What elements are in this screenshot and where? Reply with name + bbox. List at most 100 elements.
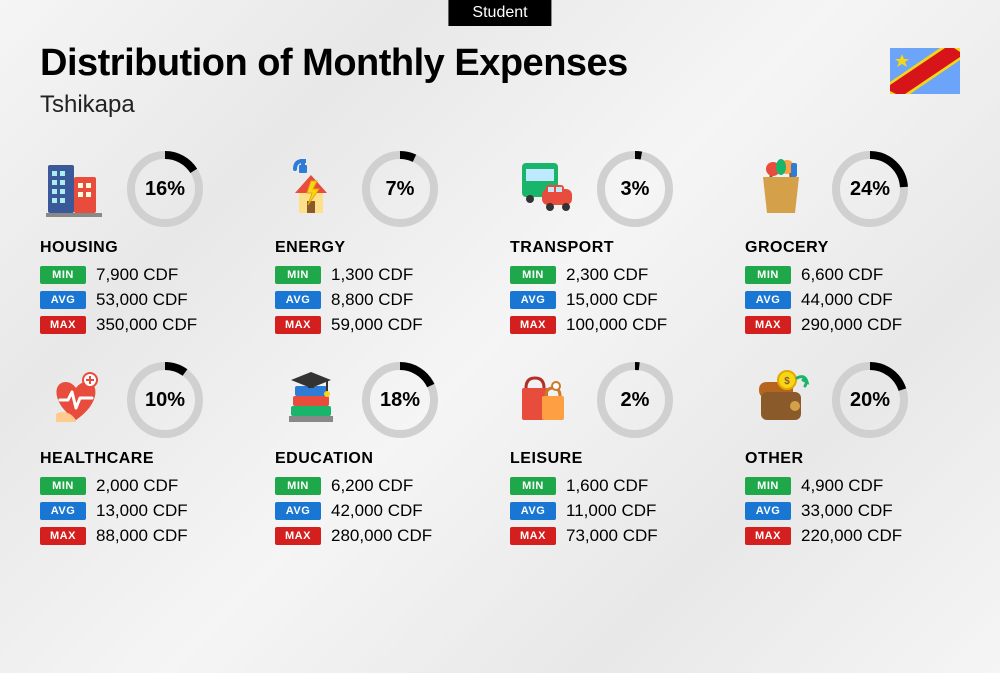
stat-avg: AVG 8,800 CDF — [275, 290, 490, 310]
category-card-transport: 3% TRANSPORT MIN 2,300 CDF AVG 15,000 CD… — [510, 149, 725, 340]
pct-donut: 18% — [361, 361, 439, 439]
category-card-grocery: 24% GROCERY MIN 6,600 CDF AVG 44,000 CDF… — [745, 149, 960, 340]
avg-value: 42,000 CDF — [331, 501, 423, 521]
stat-min: MIN 2,000 CDF — [40, 476, 255, 496]
pct-label: 20% — [831, 361, 909, 439]
healthcare-icon — [40, 364, 112, 436]
min-value: 2,000 CDF — [96, 476, 178, 496]
max-value: 290,000 CDF — [801, 315, 902, 335]
stat-avg: AVG 13,000 CDF — [40, 501, 255, 521]
category-name: EDUCATION — [275, 450, 490, 468]
min-badge: MIN — [745, 266, 791, 284]
energy-icon — [275, 153, 347, 225]
stat-avg: AVG 44,000 CDF — [745, 290, 960, 310]
min-badge: MIN — [275, 266, 321, 284]
pct-donut: 7% — [361, 150, 439, 228]
pct-donut: 2% — [596, 361, 674, 439]
header: Distribution of Monthly Expenses Tshikap… — [0, 0, 1000, 129]
transport-icon — [510, 153, 582, 225]
max-badge: MAX — [510, 527, 556, 545]
max-value: 220,000 CDF — [801, 526, 902, 546]
pct-label: 7% — [361, 150, 439, 228]
avg-value: 44,000 CDF — [801, 290, 893, 310]
min-value: 6,200 CDF — [331, 476, 413, 496]
stat-max: MAX 350,000 CDF — [40, 315, 255, 335]
min-badge: MIN — [40, 266, 86, 284]
max-value: 280,000 CDF — [331, 526, 432, 546]
stat-max: MAX 73,000 CDF — [510, 526, 725, 546]
pct-donut: 24% — [831, 150, 909, 228]
pct-donut: 16% — [126, 150, 204, 228]
stat-max: MAX 59,000 CDF — [275, 315, 490, 335]
pct-label: 18% — [361, 361, 439, 439]
stat-max: MAX 290,000 CDF — [745, 315, 960, 335]
max-badge: MAX — [275, 527, 321, 545]
stat-min: MIN 2,300 CDF — [510, 265, 725, 285]
category-name: HEALTHCARE — [40, 450, 255, 468]
category-card-other: $ 20% OTHER MIN 4,900 CDF AVG 33,000 CDF… — [745, 360, 960, 551]
max-badge: MAX — [275, 316, 321, 334]
stat-avg: AVG 53,000 CDF — [40, 290, 255, 310]
min-value: 7,900 CDF — [96, 265, 178, 285]
page-title: Distribution of Monthly Expenses — [40, 42, 960, 85]
stat-avg: AVG 11,000 CDF — [510, 501, 725, 521]
housing-icon — [40, 153, 112, 225]
category-name: ENERGY — [275, 239, 490, 257]
stat-min: MIN 7,900 CDF — [40, 265, 255, 285]
avg-badge: AVG — [745, 291, 791, 309]
min-value: 4,900 CDF — [801, 476, 883, 496]
max-badge: MAX — [745, 316, 791, 334]
other-icon: $ — [745, 364, 817, 436]
min-value: 1,600 CDF — [566, 476, 648, 496]
stat-avg: AVG 33,000 CDF — [745, 501, 960, 521]
pct-donut: 20% — [831, 361, 909, 439]
avg-badge: AVG — [510, 502, 556, 520]
max-badge: MAX — [40, 527, 86, 545]
avg-value: 11,000 CDF — [566, 501, 656, 521]
pct-label: 10% — [126, 361, 204, 439]
avg-badge: AVG — [40, 502, 86, 520]
max-badge: MAX — [745, 527, 791, 545]
pct-donut: 3% — [596, 150, 674, 228]
category-card-energy: 7% ENERGY MIN 1,300 CDF AVG 8,800 CDF MA… — [275, 149, 490, 340]
avg-value: 33,000 CDF — [801, 501, 893, 521]
stat-min: MIN 1,300 CDF — [275, 265, 490, 285]
avg-badge: AVG — [40, 291, 86, 309]
avg-badge: AVG — [275, 291, 321, 309]
max-badge: MAX — [510, 316, 556, 334]
pct-label: 16% — [126, 150, 204, 228]
min-badge: MIN — [275, 477, 321, 495]
category-grid: 16% HOUSING MIN 7,900 CDF AVG 53,000 CDF… — [0, 129, 1000, 571]
stat-avg: AVG 42,000 CDF — [275, 501, 490, 521]
min-value: 2,300 CDF — [566, 265, 648, 285]
min-badge: MIN — [510, 477, 556, 495]
stat-min: MIN 4,900 CDF — [745, 476, 960, 496]
min-value: 1,300 CDF — [331, 265, 413, 285]
avg-badge: AVG — [745, 502, 791, 520]
max-value: 59,000 CDF — [331, 315, 423, 335]
category-name: OTHER — [745, 450, 960, 468]
pct-label: 2% — [596, 361, 674, 439]
pct-donut: 10% — [126, 361, 204, 439]
category-name: LEISURE — [510, 450, 725, 468]
min-badge: MIN — [40, 477, 86, 495]
stat-min: MIN 6,200 CDF — [275, 476, 490, 496]
max-value: 350,000 CDF — [96, 315, 197, 335]
education-icon — [275, 364, 347, 436]
category-card-leisure: 2% LEISURE MIN 1,600 CDF AVG 11,000 CDF … — [510, 360, 725, 551]
avg-value: 13,000 CDF — [96, 501, 188, 521]
min-badge: MIN — [510, 266, 556, 284]
avg-value: 15,000 CDF — [566, 290, 658, 310]
stat-avg: AVG 15,000 CDF — [510, 290, 725, 310]
max-value: 100,000 CDF — [566, 315, 667, 335]
leisure-icon — [510, 364, 582, 436]
avg-badge: AVG — [510, 291, 556, 309]
flag-drc-icon — [890, 48, 960, 94]
pct-label: 3% — [596, 150, 674, 228]
max-badge: MAX — [40, 316, 86, 334]
pct-label: 24% — [831, 150, 909, 228]
min-badge: MIN — [745, 477, 791, 495]
category-card-healthcare: 10% HEALTHCARE MIN 2,000 CDF AVG 13,000 … — [40, 360, 255, 551]
avg-value: 8,800 CDF — [331, 290, 413, 310]
avg-badge: AVG — [275, 502, 321, 520]
